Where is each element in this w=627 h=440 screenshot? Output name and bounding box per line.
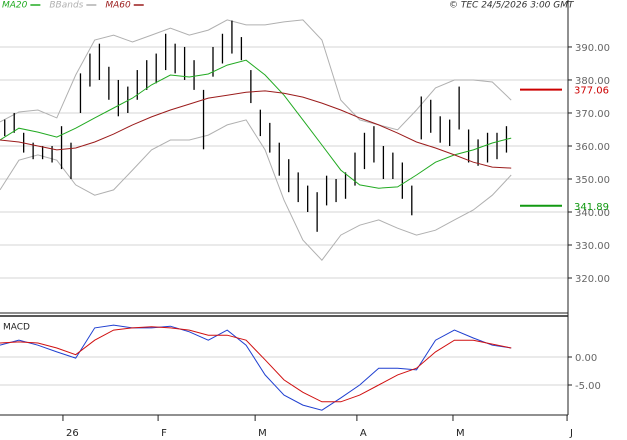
macd-line (0, 324, 512, 411)
x-tick-label: A (360, 428, 367, 439)
legend-label: MA20 (2, 1, 28, 11)
x-tick-label: M (456, 428, 465, 439)
y-tick-label: 0.00 (575, 353, 597, 364)
level-label: 377.06 (574, 86, 609, 97)
y-tick-label: 340.00 (575, 208, 610, 219)
macd-line (0, 326, 512, 403)
x-tick-label: 26 (66, 428, 79, 439)
legend-label: BBands (49, 1, 83, 11)
y-tick-label: 360.00 (575, 142, 610, 153)
grid (0, 46, 568, 386)
y-tick-label: 390.00 (575, 43, 610, 54)
ma-line (0, 90, 512, 169)
y-tick-label: 330.00 (575, 241, 610, 252)
y-tick-label: 370.00 (575, 109, 610, 120)
level-label: 341.89 (574, 202, 609, 213)
y-tick-label: 380.00 (575, 76, 610, 87)
bband-upper (0, 19, 512, 131)
x-tick-label: F (161, 428, 167, 439)
x-tick-label: M (258, 428, 267, 439)
macd-title: MACD (3, 323, 30, 333)
ma-line (0, 59, 512, 189)
credit: © TEC 24/5/2026 3:00 GMT (449, 1, 575, 11)
y-tick-label: 350.00 (575, 175, 610, 186)
y-tick-label: -5.00 (575, 381, 601, 392)
legend-label: MA60 (105, 1, 131, 11)
y-tick-label: 320.00 (575, 274, 610, 285)
bband-lower (0, 119, 512, 261)
x-tick-label: J (569, 428, 573, 439)
